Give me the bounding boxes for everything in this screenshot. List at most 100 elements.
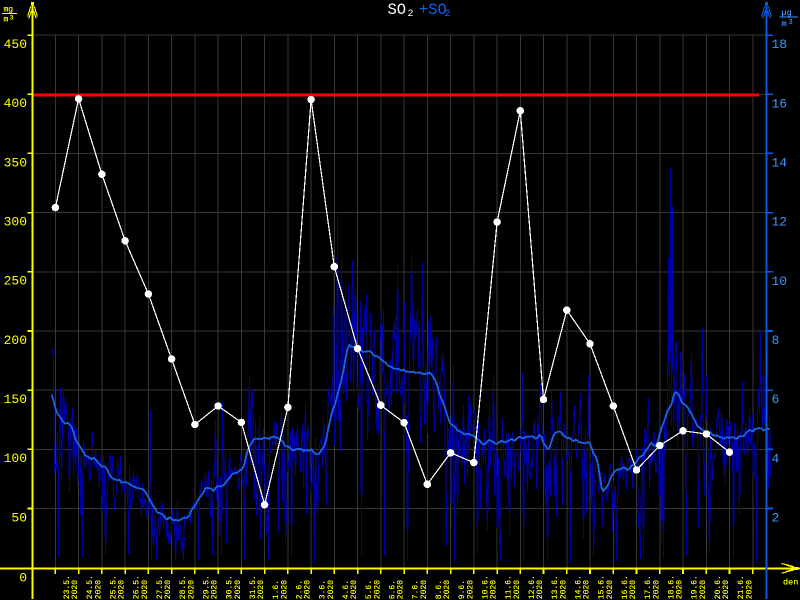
svg-text:2020: 2020	[676, 580, 685, 599]
svg-text:4.6.: 4.6.	[342, 580, 351, 599]
svg-text:m: m	[4, 16, 9, 25]
svg-text:30.5.: 30.5.	[226, 575, 235, 599]
svg-text:27.5.: 27.5.	[156, 575, 165, 599]
svg-text:2020: 2020	[583, 580, 592, 599]
svg-text:28.5.: 28.5.	[179, 575, 188, 599]
svg-text:18: 18	[772, 37, 788, 52]
svg-text:2020: 2020	[164, 580, 173, 599]
svg-text:2020: 2020	[118, 580, 127, 599]
svg-text:SO: SO	[388, 1, 407, 19]
svg-text:16.6.: 16.6.	[621, 575, 630, 599]
svg-text:2020: 2020	[118, 580, 127, 599]
svg-text:7.6.: 7.6.	[412, 580, 421, 599]
svg-text:17.6.: 17.6.	[644, 575, 653, 599]
svg-text:2020: 2020	[443, 580, 452, 599]
svg-text:2020: 2020	[420, 580, 429, 599]
svg-text:30.5.: 30.5.	[226, 575, 235, 599]
svg-text:2020: 2020	[257, 580, 266, 599]
svg-text:20.6.: 20.6.	[714, 575, 723, 599]
svg-text:21.6.: 21.6.	[737, 575, 746, 599]
svg-text:2020: 2020	[164, 580, 173, 599]
svg-text:26.5.: 26.5.	[133, 575, 142, 599]
svg-text:2020: 2020	[629, 580, 638, 599]
svg-text:2020: 2020	[745, 580, 754, 599]
svg-text:13.6.: 13.6.	[551, 575, 560, 599]
svg-text:3: 3	[10, 15, 14, 22]
svg-text:9.6.: 9.6.	[458, 580, 467, 599]
svg-text:5.6.: 5.6.	[365, 580, 374, 599]
svg-text:14: 14	[772, 156, 788, 171]
svg-text:6.6.: 6.6.	[388, 580, 397, 599]
svg-text:3: 3	[789, 19, 793, 27]
svg-text:14.6.: 14.6.	[574, 575, 583, 599]
svg-text:24.5.: 24.5.	[86, 575, 95, 599]
svg-text:2020: 2020	[652, 580, 661, 599]
svg-text:2020: 2020	[490, 580, 499, 599]
svg-text:den: den	[783, 578, 798, 588]
svg-text:2020: 2020	[327, 580, 336, 599]
svg-text:3.6.: 3.6.	[319, 580, 328, 599]
svg-text:27.5.: 27.5.	[156, 575, 165, 599]
svg-text:17.6.: 17.6.	[644, 575, 653, 599]
svg-text:13.6.: 13.6.	[551, 575, 560, 599]
svg-text:m: m	[4, 16, 9, 25]
svg-text:2020: 2020	[629, 580, 638, 599]
svg-text:2020: 2020	[234, 580, 243, 599]
svg-text:2020: 2020	[304, 580, 313, 599]
svg-text:+SO: +SO	[419, 1, 447, 19]
svg-text:2020: 2020	[559, 580, 568, 599]
svg-text:2020: 2020	[559, 580, 568, 599]
svg-text:2020: 2020	[466, 580, 475, 599]
svg-text:3: 3	[10, 15, 14, 22]
svg-text:5.6.: 5.6.	[365, 580, 374, 599]
svg-text:2020: 2020	[373, 580, 382, 599]
svg-text:2020: 2020	[745, 580, 754, 599]
svg-text:29.5.: 29.5.	[203, 575, 212, 599]
svg-text:250: 250	[4, 274, 27, 289]
svg-text:2020: 2020	[71, 580, 80, 599]
svg-text:2020: 2020	[280, 580, 289, 599]
svg-text:6: 6	[772, 392, 780, 407]
svg-text:10.6.: 10.6.	[481, 575, 490, 599]
svg-text:2020: 2020	[536, 580, 545, 599]
svg-text:2020: 2020	[350, 580, 359, 599]
svg-text:2020: 2020	[722, 580, 731, 599]
svg-text:2: 2	[408, 9, 414, 20]
svg-text:2020: 2020	[397, 580, 406, 599]
svg-text:11.6.: 11.6.	[505, 575, 514, 599]
svg-text:2020: 2020	[420, 580, 429, 599]
svg-text:2: 2	[445, 9, 451, 20]
svg-text:300: 300	[4, 215, 27, 230]
svg-text:2020: 2020	[211, 580, 220, 599]
svg-text:23.5.: 23.5.	[63, 575, 72, 599]
svg-text:3: 3	[789, 19, 793, 27]
svg-text:mg: mg	[4, 5, 14, 14]
svg-text:2020: 2020	[141, 580, 150, 599]
svg-text:31.5.: 31.5.	[249, 575, 258, 599]
svg-text:m: m	[782, 19, 787, 29]
svg-text:21.6.: 21.6.	[737, 575, 746, 599]
svg-text:15.6.: 15.6.	[598, 575, 607, 599]
svg-text:2020: 2020	[350, 580, 359, 599]
svg-text:2020: 2020	[94, 580, 103, 599]
svg-text:2020: 2020	[304, 580, 313, 599]
svg-text:23.5.: 23.5.	[63, 575, 72, 599]
svg-text:2020: 2020	[280, 580, 289, 599]
svg-text:26.5.: 26.5.	[133, 575, 142, 599]
svg-text:2: 2	[772, 511, 780, 526]
svg-text:2020: 2020	[536, 580, 545, 599]
svg-text:12.6.: 12.6.	[528, 575, 537, 599]
svg-text:24.5.: 24.5.	[86, 575, 95, 599]
svg-text:3.6.: 3.6.	[319, 580, 328, 599]
svg-text:2020: 2020	[676, 580, 685, 599]
svg-text:2020: 2020	[513, 580, 522, 599]
svg-text:m: m	[782, 19, 787, 29]
svg-text:2020: 2020	[141, 580, 150, 599]
svg-text:2020: 2020	[606, 580, 615, 599]
svg-text:25.5.: 25.5.	[110, 575, 119, 599]
svg-text:1.6.: 1.6.	[272, 580, 281, 599]
svg-text:18.6.: 18.6.	[667, 575, 676, 599]
svg-text:2020: 2020	[234, 580, 243, 599]
svg-text:12: 12	[772, 215, 788, 230]
svg-text:19.6.: 19.6.	[691, 575, 700, 599]
